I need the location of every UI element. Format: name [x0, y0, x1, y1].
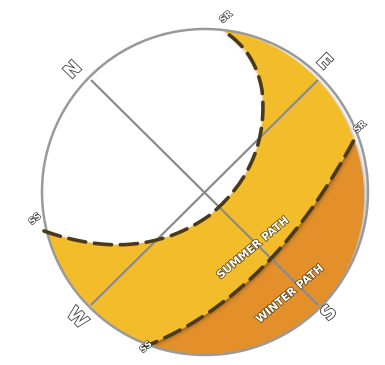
- winter-sun-path-dashes: [139, 138, 356, 350]
- winter-path-band: [141, 140, 365, 355]
- summer-sunset-label: SS: [27, 212, 43, 228]
- east-label: E: [312, 49, 337, 74]
- horizon-circle-outline: [40, 27, 370, 357]
- summer-sun-path-dashes: [42, 28, 265, 247]
- east-west-axis: [90, 79, 319, 306]
- summer-sunrise-label: SR: [218, 9, 235, 25]
- summer-path-band: [44, 30, 354, 348]
- north-label: N: [59, 56, 86, 83]
